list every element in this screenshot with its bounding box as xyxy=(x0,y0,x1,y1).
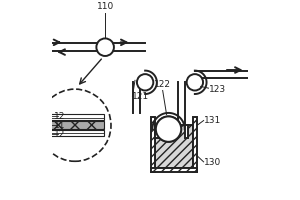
Text: 12: 12 xyxy=(53,112,65,121)
Bar xyxy=(151,168,197,172)
Bar xyxy=(193,117,197,172)
Text: 121: 121 xyxy=(132,92,150,101)
Text: 123: 123 xyxy=(208,85,226,94)
Text: 130: 130 xyxy=(204,158,221,167)
Circle shape xyxy=(156,116,181,142)
Text: 131: 131 xyxy=(204,116,221,125)
Text: 11: 11 xyxy=(53,121,65,130)
Bar xyxy=(46,114,104,120)
Bar xyxy=(151,117,155,172)
Bar xyxy=(46,130,104,136)
Bar xyxy=(155,125,193,168)
Circle shape xyxy=(96,38,114,56)
Circle shape xyxy=(187,74,203,90)
Circle shape xyxy=(156,116,181,142)
Text: 122: 122 xyxy=(154,80,171,89)
Circle shape xyxy=(39,89,111,161)
Text: 110: 110 xyxy=(97,2,114,11)
Bar xyxy=(185,125,188,138)
Circle shape xyxy=(137,74,153,90)
Bar xyxy=(155,125,159,138)
Bar xyxy=(46,121,104,129)
Text: 12: 12 xyxy=(53,130,65,139)
